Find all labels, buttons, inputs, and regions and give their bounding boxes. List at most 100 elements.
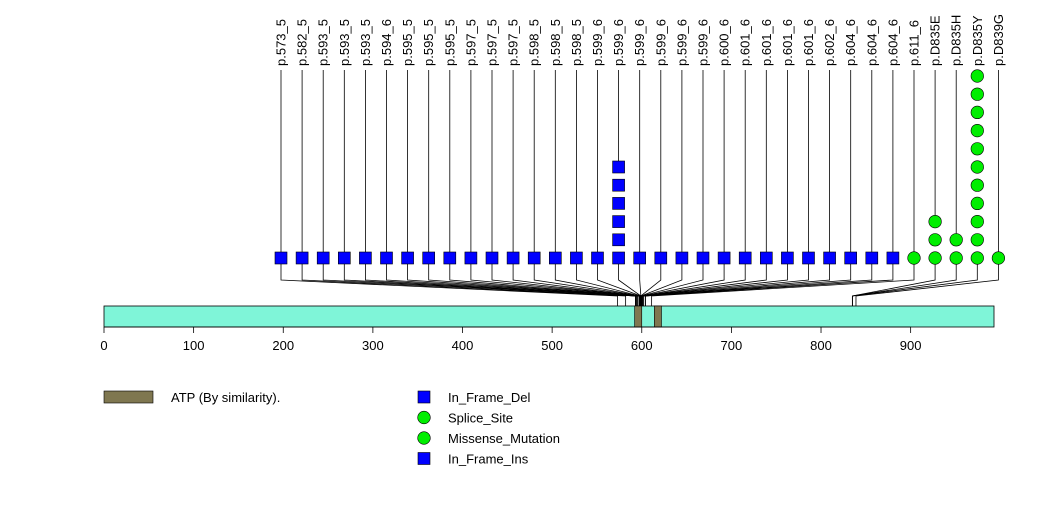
mutation-label: p.D839G	[991, 14, 1006, 66]
mutation-label: p.599_6	[632, 19, 647, 66]
mutation-marker	[443, 251, 457, 265]
mutation-marker	[970, 87, 984, 101]
mutation-label: p.593_5	[337, 19, 352, 66]
mutation-marker	[844, 251, 858, 265]
mutation-label: p.599_6	[696, 19, 711, 66]
mutation-label: p.598_5	[527, 19, 542, 66]
mutation-label: p.597_5	[485, 19, 500, 66]
mutation-marker	[928, 215, 942, 229]
axis-tick-label: 500	[541, 338, 563, 353]
mutation-label: p.602_6	[822, 19, 837, 66]
axis-tick-label: 100	[183, 338, 205, 353]
mutation-marker	[865, 251, 879, 265]
mutation-marker	[316, 251, 330, 265]
mutation-label: p.593_5	[316, 19, 331, 66]
legend: ATP (By similarity). In_Frame_Del Splice_S…	[103, 390, 560, 467]
legend-domain-swatch	[103, 390, 154, 404]
mutation-marker	[970, 251, 984, 265]
mutation-label-layer: p.573_5 p.582_5 p.593_5 p.593_5 p.593_5 p.594…	[274, 14, 1006, 66]
domain-region	[654, 305, 662, 328]
mutation-marker	[970, 160, 984, 174]
mutation-label: p.604_6	[864, 19, 879, 66]
x-axis: 0 100 200 300 400 500 600 700 800 900	[100, 326, 922, 353]
mutation-marker	[612, 197, 625, 210]
legend-type-marker	[417, 452, 431, 465]
mutation-marker	[401, 251, 414, 265]
legend-type-label: In_Frame_Del	[448, 390, 530, 405]
mutation-marker	[928, 233, 942, 247]
mutation-marker	[274, 251, 288, 265]
mutation-marker	[949, 233, 963, 247]
mutation-marker	[717, 251, 731, 265]
mutation-marker	[738, 251, 752, 265]
mutation-marker	[612, 178, 625, 192]
mutation-marker	[696, 251, 710, 265]
legend-type-label: Missense_Mutation	[448, 431, 560, 446]
mutation-label: p.600_6	[717, 19, 732, 66]
mutation-label: p.597_5	[506, 19, 521, 66]
axis-tick-label: 200	[272, 338, 294, 353]
mutation-marker	[991, 251, 1006, 265]
mutation-marker	[612, 233, 625, 247]
mutation-label: p.594_6	[379, 19, 394, 66]
axis-tick-label: 900	[900, 338, 922, 353]
mutation-label: p.595_5	[421, 19, 436, 66]
mutation-marker	[970, 124, 984, 138]
mutation-marker	[886, 251, 900, 265]
mutation-label: p.573_5	[274, 19, 289, 66]
axis-tick-label: 600	[631, 338, 653, 353]
mutation-label: p.599_6	[653, 19, 668, 66]
mutation-marker	[949, 251, 963, 265]
mutation-marker	[781, 251, 794, 265]
mutation-marker-layer	[274, 69, 1006, 265]
axis-tick-label: 800	[810, 338, 832, 353]
axis-tick-label: 700	[721, 338, 743, 353]
mutation-marker	[759, 251, 773, 265]
mutation-label: p.599_6	[611, 19, 626, 66]
mutation-marker	[506, 251, 520, 265]
mutation-label: p.599_6	[674, 19, 689, 66]
mutation-label: p.593_5	[358, 19, 373, 66]
mutation-marker	[654, 251, 668, 265]
mutation-label: p.611_6	[907, 20, 922, 66]
mutation-marker	[570, 251, 583, 265]
mutation-label: p.601_6	[759, 19, 774, 66]
legend-type-marker	[417, 431, 431, 445]
axis-tick-label: 300	[362, 338, 384, 353]
legend-type-label: Splice_Site	[448, 411, 513, 426]
mutation-marker	[970, 196, 984, 210]
mutation-marker	[633, 251, 647, 265]
mutation-marker	[970, 105, 984, 119]
mutation-marker	[675, 251, 689, 265]
mutation-marker	[485, 251, 499, 265]
mutation-marker	[970, 233, 984, 247]
mutation-label: p.604_6	[843, 19, 858, 66]
legend-type-marker	[417, 410, 431, 425]
protein-bar	[103, 305, 995, 328]
domain-region	[634, 305, 643, 328]
mutation-marker	[970, 69, 984, 83]
mutation-marker	[295, 251, 309, 265]
mutation-label: p.D835E	[928, 15, 943, 66]
protein-track	[103, 305, 995, 328]
mutation-label: p.604_6	[885, 19, 900, 66]
mutation-marker	[612, 251, 625, 265]
mutation-label: p.598_5	[548, 19, 563, 66]
mutation-marker	[612, 215, 625, 228]
mutation-label: p.597_5	[463, 19, 478, 66]
mutation-label: p.582_5	[295, 19, 310, 66]
axis-tick-label: 400	[452, 338, 474, 353]
mutation-marker	[970, 215, 984, 229]
mutation-label: p.601_6	[738, 19, 753, 66]
mutation-label: p.D835H	[949, 15, 964, 66]
mutation-marker	[612, 160, 625, 174]
mutation-marker	[907, 251, 921, 265]
mutation-marker	[802, 251, 815, 265]
mutation-label: p.601_6	[780, 19, 795, 66]
legend-domain-label: ATP (By similarity).	[171, 390, 280, 405]
mutation-marker	[928, 251, 942, 265]
mutation-label: p.599_6	[590, 19, 605, 66]
legend-type-marker	[417, 390, 431, 404]
mutation-label: p.595_5	[400, 19, 415, 66]
